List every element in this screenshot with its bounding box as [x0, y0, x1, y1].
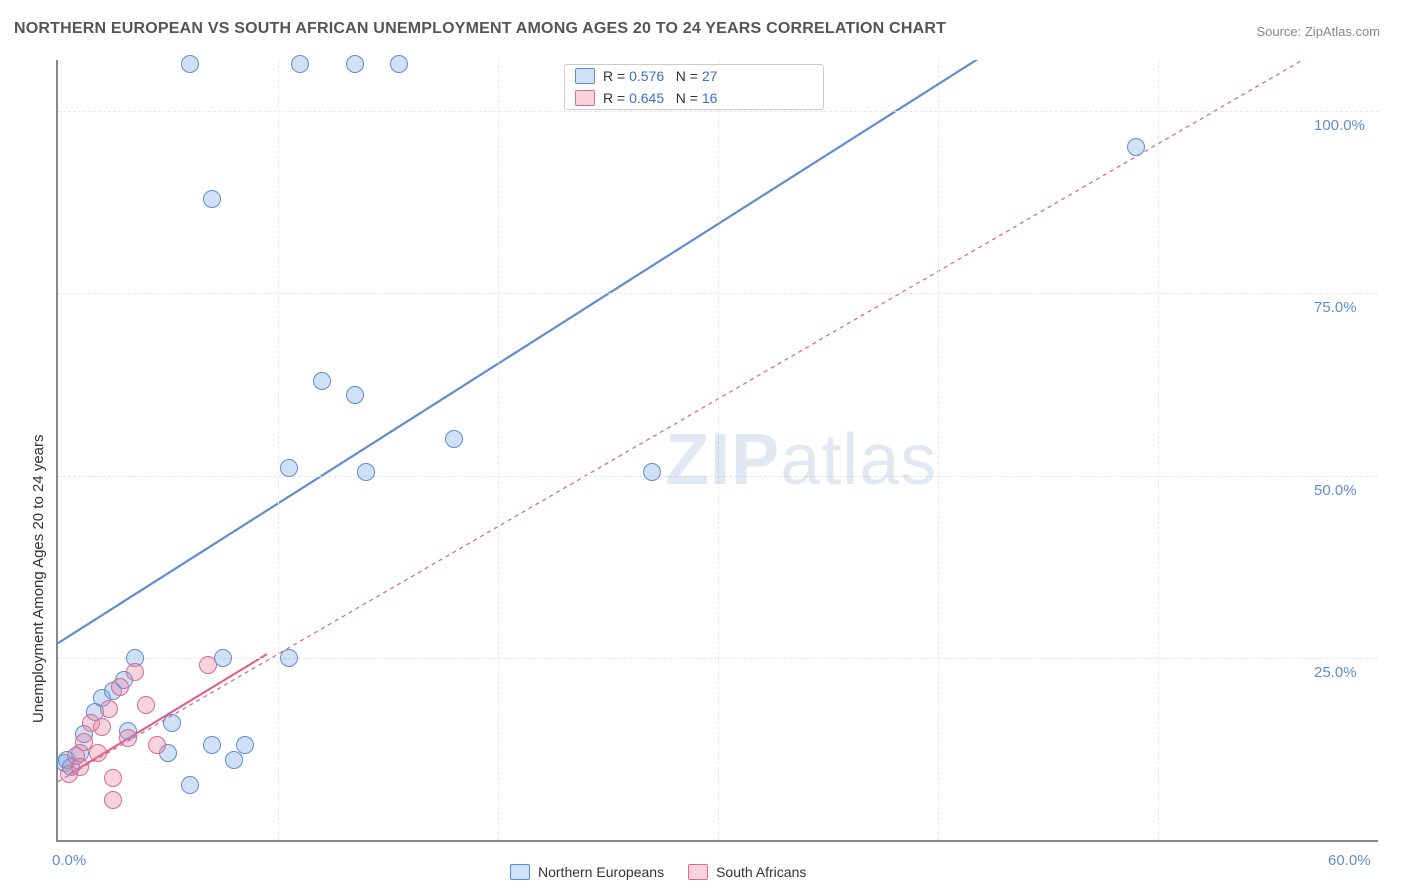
- scatter-point-northern_europeans: [280, 649, 298, 667]
- scatter-point-northern_europeans: [390, 55, 408, 73]
- scatter-point-south_africans: [119, 729, 137, 747]
- gridline-v: [1158, 60, 1159, 840]
- scatter-point-northern_europeans: [181, 776, 199, 794]
- legend-swatch: [510, 864, 530, 880]
- gridline-v: [278, 60, 279, 840]
- scatter-point-south_africans: [71, 758, 89, 776]
- source-label: Source: ZipAtlas.com: [1256, 24, 1380, 39]
- scatter-point-northern_europeans: [225, 751, 243, 769]
- scatter-point-northern_europeans: [203, 736, 221, 754]
- gridline-v: [938, 60, 939, 840]
- y-tick-label: 25.0%: [1314, 664, 1357, 681]
- y-axis-label: Unemployment Among Ages 20 to 24 years: [30, 434, 47, 723]
- scatter-point-south_africans: [137, 696, 155, 714]
- scatter-point-northern_europeans: [280, 459, 298, 477]
- legend-bottom-item-northern_europeans: Northern Europeans: [510, 864, 664, 880]
- legend-top-row-northern_europeans: R = 0.576 N = 27: [565, 65, 823, 87]
- scatter-point-south_africans: [199, 656, 217, 674]
- legend-swatch: [688, 864, 708, 880]
- scatter-point-northern_europeans: [163, 714, 181, 732]
- scatter-point-south_africans: [104, 769, 122, 787]
- scatter-point-northern_europeans: [445, 430, 463, 448]
- scatter-point-south_africans: [93, 718, 111, 736]
- x-tick-label: 60.0%: [1328, 852, 1371, 869]
- y-tick-label: 75.0%: [1314, 299, 1357, 316]
- scatter-point-northern_europeans: [291, 55, 309, 73]
- series-legend: Northern Europeans South Africans: [510, 864, 806, 880]
- scatter-point-northern_europeans: [214, 649, 232, 667]
- scatter-point-northern_europeans: [313, 372, 331, 390]
- legend-bottom-item-south_africans: South Africans: [688, 864, 806, 880]
- gridline-v: [498, 60, 499, 840]
- scatter-plot: ZIPatlas: [56, 60, 1378, 842]
- chart-title: NORTHERN EUROPEAN VS SOUTH AFRICAN UNEMP…: [14, 20, 946, 38]
- scatter-point-northern_europeans: [203, 190, 221, 208]
- x-tick-label: 0.0%: [52, 852, 86, 869]
- legend-top-text: R = 0.576 N = 27: [603, 68, 717, 84]
- scatter-point-northern_europeans: [357, 463, 375, 481]
- scatter-point-south_africans: [104, 791, 122, 809]
- scatter-point-south_africans: [111, 678, 129, 696]
- legend-bottom-label: South Africans: [716, 864, 806, 880]
- scatter-point-northern_europeans: [181, 55, 199, 73]
- legend-top-row-south_africans: R = 0.645 N = 16: [565, 87, 823, 109]
- scatter-point-northern_europeans: [236, 736, 254, 754]
- scatter-point-northern_europeans: [643, 463, 661, 481]
- gridline-v: [718, 60, 719, 840]
- legend-swatch: [575, 68, 595, 84]
- legend-top-text: R = 0.645 N = 16: [603, 90, 717, 106]
- scatter-point-south_africans: [89, 744, 107, 762]
- scatter-point-northern_europeans: [1127, 138, 1145, 156]
- scatter-point-south_africans: [148, 736, 166, 754]
- y-tick-label: 100.0%: [1314, 117, 1365, 134]
- correlation-legend: R = 0.576 N = 27 R = 0.645 N = 16: [564, 64, 824, 110]
- y-tick-label: 50.0%: [1314, 482, 1357, 499]
- scatter-point-south_africans: [100, 700, 118, 718]
- scatter-point-northern_europeans: [346, 55, 364, 73]
- legend-swatch: [575, 90, 595, 106]
- scatter-point-south_africans: [126, 663, 144, 681]
- scatter-point-northern_europeans: [346, 386, 364, 404]
- legend-bottom-label: Northern Europeans: [538, 864, 664, 880]
